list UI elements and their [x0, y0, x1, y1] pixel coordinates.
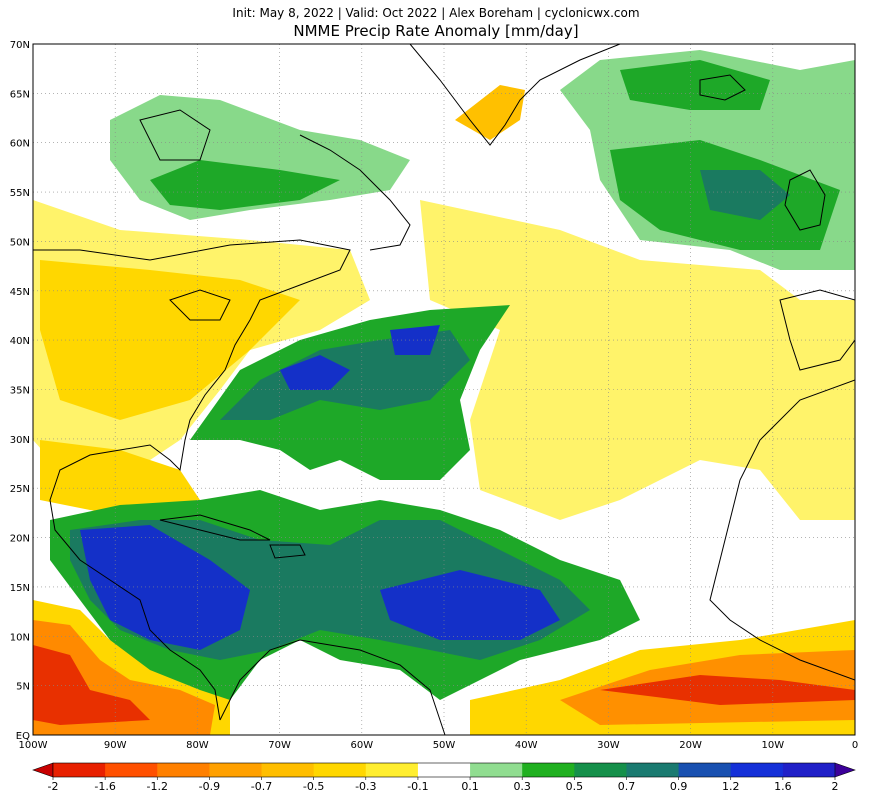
- dry-region-central-atlantic: [420, 200, 855, 520]
- coastline-uk: [784, 169, 826, 231]
- lon-label: 80W: [186, 740, 209, 751]
- colorbar-right-arrow: [834, 762, 856, 778]
- lat-label: 5N: [16, 682, 30, 693]
- colorbar-segment: [522, 763, 575, 777]
- colorbar-ticks: -2 -1.6 -1.2 -0.9 -0.7 -0.5 -0.3 -0.1 0.1 0.3 0.5 0…: [48, 777, 839, 793]
- lat-label: 40N: [10, 336, 30, 347]
- lat-label: 35N: [10, 386, 30, 397]
- lat-label: 45N: [10, 287, 30, 298]
- colorbar-segment: [417, 763, 471, 777]
- lat-label: 20N: [10, 534, 30, 545]
- lon-label: 50W: [433, 740, 456, 751]
- colorbar-tick-label: -0.5: [303, 780, 324, 793]
- colorbar-tick-label: -2: [48, 780, 59, 793]
- colorbar-segment: [365, 763, 419, 777]
- lon-label: 100W: [19, 740, 48, 751]
- colorbar-segment: [105, 763, 158, 777]
- lon-label: 90W: [104, 740, 127, 751]
- colorbar-segment: [313, 763, 367, 777]
- lon-label: 60W: [350, 740, 373, 751]
- colorbar-tick-label: -0.1: [407, 780, 428, 793]
- coastline-cuba: [159, 514, 271, 541]
- lon-label: 70W: [268, 740, 291, 751]
- coastline-north-america-east: [33, 239, 351, 721]
- wet-region-caribbean-max: [80, 525, 250, 650]
- colorbar-segment: [574, 763, 627, 777]
- dry-region-gulf-of-guinea-strong: [600, 675, 855, 705]
- coastline-iberia: [779, 289, 855, 371]
- coastline-labrador: [299, 134, 411, 251]
- colorbar-tick-label: 2: [832, 780, 839, 793]
- map-gridlines: [33, 44, 855, 735]
- colorbar-left-arrow: [32, 762, 54, 778]
- colorbar-tick-label: -0.7: [251, 780, 272, 793]
- lat-label: 60N: [10, 139, 30, 150]
- coastline-great-lakes: [169, 289, 231, 321]
- colorbar-tick-label: 0.9: [670, 780, 688, 793]
- dry-region-greenland: [455, 85, 525, 140]
- wet-region-iceland: [620, 60, 770, 110]
- colorbar-segment: [470, 763, 523, 777]
- lat-label: 50N: [10, 237, 30, 248]
- colorbar-segment: [678, 763, 732, 777]
- colorbar-tick-label: -1.6: [94, 780, 115, 793]
- lat-label: 30N: [10, 435, 30, 446]
- colorbar: -2 -1.6 -1.2 -0.9 -0.7 -0.5 -0.3 -0.1 0.1 0.3 0.5 0…: [32, 762, 856, 793]
- lat-label: 65N: [10, 89, 30, 100]
- lon-label: 30W: [597, 740, 620, 751]
- colorbar-tick-label: 0.5: [566, 780, 584, 793]
- colorbar-segment: [730, 763, 784, 777]
- colorbar-tick-label: 0.7: [618, 780, 636, 793]
- colorbar-segment: [53, 763, 106, 777]
- wet-region-west-atlantic-max: [280, 355, 350, 390]
- coastline-iceland: [699, 74, 746, 101]
- dry-region-east-pacific-strong: [33, 645, 150, 725]
- lon-label: 20W: [679, 740, 702, 751]
- wet-region-north-sea: [700, 170, 790, 220]
- map-subtitle: Init: May 8, 2022 | Valid: Oct 2022 | Al…: [232, 6, 640, 20]
- colorbar-tick-label: 0.3: [513, 780, 531, 793]
- wet-region-mdr-max: [380, 570, 560, 640]
- coastline-greenland: [409, 44, 621, 146]
- colorbar-segment: [261, 763, 315, 777]
- lon-label: 0: [852, 740, 858, 751]
- colorbar-tick-label: -0.3: [355, 780, 376, 793]
- colorbar-segments: [52, 762, 836, 778]
- coastline-hispaniola: [269, 544, 306, 559]
- lon-label: 10W: [761, 740, 784, 751]
- coastline-west-africa: [709, 379, 855, 681]
- map-title: NMME Precip Rate Anomaly [mm/day]: [293, 22, 579, 40]
- colorbar-tick-label: -0.9: [199, 780, 220, 793]
- longitude-labels: 100W 90W 80W 70W 60W 50W 40W 30W 20W 10W…: [19, 740, 859, 751]
- colorbar-tick-label: 0.1: [461, 780, 479, 793]
- colorbar-tick-label: 1.6: [774, 780, 792, 793]
- colorbar-frame: [52, 762, 836, 778]
- lat-label: 10N: [10, 632, 30, 643]
- lat-label: 55N: [10, 188, 30, 199]
- latitude-labels: EQ 5N 10N 15N 20N 25N 30N 35N 40N 45N 50…: [10, 40, 30, 742]
- colorbar-segment: [157, 763, 210, 777]
- coastline-hudson-bay: [139, 109, 211, 161]
- coastline-south-america: [219, 639, 446, 735]
- wet-region-west-atlantic-max-2: [390, 325, 440, 355]
- colorbar-segment: [782, 763, 836, 777]
- lat-label: 15N: [10, 583, 30, 594]
- lat-label: EQ: [16, 731, 30, 742]
- colorbar-segment: [209, 763, 263, 777]
- map-frame: [32, 43, 856, 736]
- lon-label: 40W: [515, 740, 538, 751]
- lat-label: 25N: [10, 484, 30, 495]
- colorbar-tick-label: 1.2: [722, 780, 740, 793]
- coastlines: [33, 44, 855, 735]
- colorbar-segment: [626, 763, 680, 777]
- colorbar-tick-label: -1.2: [147, 780, 168, 793]
- lat-label: 70N: [10, 40, 30, 51]
